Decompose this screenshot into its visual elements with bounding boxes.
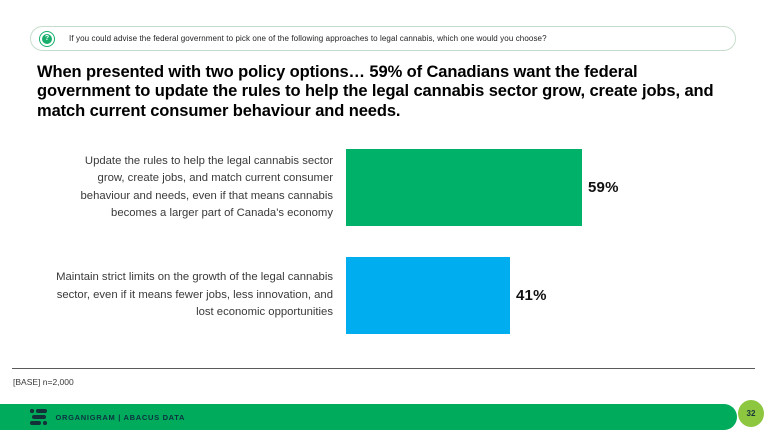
base-note: [BASE] n=2,000	[13, 377, 74, 387]
bar-value-label: 41%	[516, 287, 547, 304]
footer-brand-text: ORGANIGRAM | ABACUS DATA	[55, 412, 186, 422]
question-banner: ? If you could advise the federal govern…	[30, 26, 736, 51]
question-mark-icon: ?	[39, 30, 55, 47]
bar-update-rules	[346, 149, 582, 226]
bar-value-label: 59%	[588, 179, 619, 196]
slide-title: When presented with two policy options… …	[37, 63, 714, 120]
page-number-badge: 32	[738, 400, 764, 427]
bar-row-update-rules: Update the rules to help the legal canna…	[55, 149, 619, 226]
bar-category-label: Maintain strict limits on the growth of …	[56, 271, 333, 319]
footer-bar: ORGANIGRAM | ABACUS DATA	[0, 404, 737, 430]
bar-row-maintain-limits: Maintain strict limits on the growth of …	[55, 257, 547, 334]
abacus-data-logo-icon	[30, 409, 47, 425]
survey-question-text: If you could advise the federal governme…	[69, 34, 547, 43]
divider-line	[12, 368, 755, 369]
bar-category-label: Update the rules to help the legal canna…	[80, 154, 333, 220]
bar-maintain-limits	[346, 257, 510, 334]
